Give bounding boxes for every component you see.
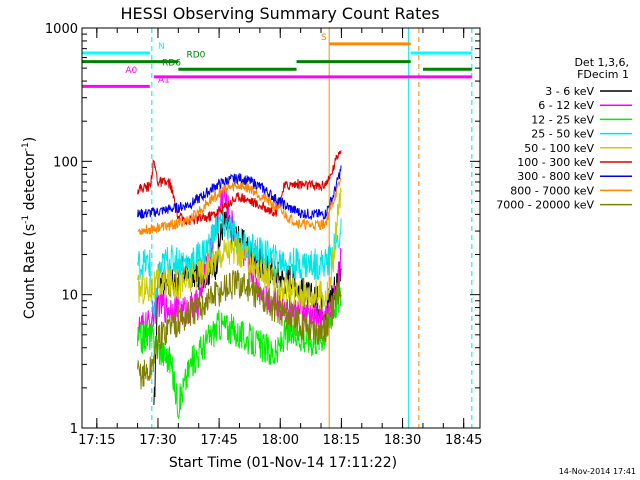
chart-title: HESSI Observing Summary Count Rates bbox=[120, 4, 439, 23]
legend-header-decimation: FDecim 1 bbox=[577, 68, 629, 81]
timestamp: 14-Nov-2014 17:41 bbox=[559, 467, 636, 476]
series-line-7 bbox=[137, 177, 342, 236]
x-axis: 17:15 17:30 17:45 18:00 18:15 18:30 18:45 bbox=[78, 28, 482, 448]
x-tick-label-4: 18:15 bbox=[323, 433, 360, 448]
flag-label-a1: A1 bbox=[158, 75, 170, 85]
x-tick-label-2: 17:45 bbox=[200, 433, 237, 448]
legend-label-2: 12 - 25 keV bbox=[531, 113, 594, 126]
y-tick-label-0: 1 bbox=[70, 422, 78, 437]
y-axis-label-sup2: -1 bbox=[21, 142, 31, 151]
plot-frame bbox=[81, 27, 481, 429]
series-line-6 bbox=[137, 165, 342, 221]
y-axis-label-main: Count Rate (s bbox=[22, 224, 38, 319]
series-line-4 bbox=[137, 187, 342, 310]
x-tick-label-6: 18:45 bbox=[445, 433, 482, 448]
x-tick-label-5: 18:30 bbox=[384, 433, 421, 448]
y-axis-label-sup1: -1 bbox=[21, 215, 31, 224]
legend-label-6: 300 - 800 keV bbox=[517, 170, 594, 183]
y-tick-label-2: 100 bbox=[53, 155, 78, 170]
y-axis: 1 10 100 1000 bbox=[45, 22, 480, 437]
plot-area: N S RD0 RD6 A0 A1 bbox=[82, 28, 473, 428]
series-line-8 bbox=[137, 269, 342, 390]
legend-label-1: 6 - 12 keV bbox=[538, 99, 594, 112]
x-tick-label-3: 18:00 bbox=[262, 433, 299, 448]
y-tick-label-1: 10 bbox=[61, 289, 78, 304]
x-tick-label-1: 17:30 bbox=[139, 433, 176, 448]
x-tick-label-0: 17:15 bbox=[78, 433, 115, 448]
y-tick-label-3: 1000 bbox=[45, 22, 78, 37]
y-axis-label-mid: detector bbox=[22, 151, 38, 215]
y-axis-label: Count Rate (s-1 detector-1) bbox=[21, 137, 38, 319]
y-axis-label-end: ) bbox=[22, 137, 38, 142]
flag-label-s: S bbox=[321, 33, 327, 43]
legend-label-5: 100 - 300 keV bbox=[517, 156, 594, 169]
legend-label-3: 25 - 50 keV bbox=[531, 128, 594, 141]
legend-label-7: 800 - 7000 keV bbox=[510, 184, 594, 197]
series-line-5 bbox=[137, 150, 342, 226]
legend-label-0: 3 - 6 keV bbox=[545, 85, 594, 98]
flag-label-rd0: RD0 bbox=[186, 51, 205, 61]
legend-label-4: 50 - 100 keV bbox=[524, 142, 594, 155]
legend-header-detectors: Det 1,3,6, bbox=[574, 56, 629, 69]
flag-label-rd6: RD6 bbox=[162, 58, 181, 68]
flag-label-a0: A0 bbox=[125, 66, 137, 76]
flag-label-n: N bbox=[158, 42, 165, 52]
legend-label-8: 7000 - 20000 keV bbox=[496, 199, 594, 212]
x-axis-label: Start Time (01-Nov-14 17:11:22) bbox=[169, 455, 397, 471]
